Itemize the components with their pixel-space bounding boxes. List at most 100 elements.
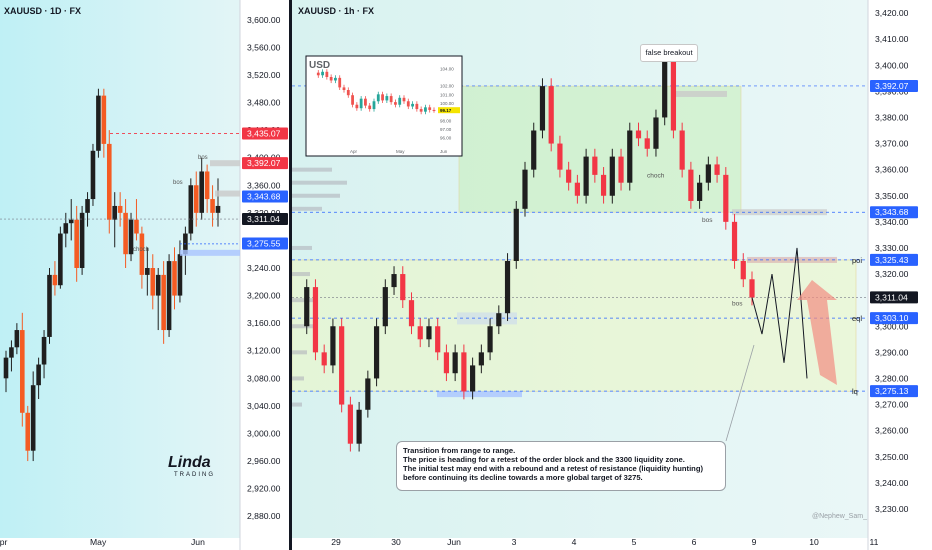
right-candle-body [470, 365, 476, 392]
right-candle-body [714, 164, 720, 175]
right-x-tick-label: 11 [870, 537, 879, 547]
callout-line-3: The initial test may end with a rebound … [403, 464, 703, 473]
volume-profile-bar [292, 193, 340, 198]
watermark: @Nephew_Sam_ [812, 513, 867, 520]
left-price-tag-label: 3,275.55 [247, 238, 281, 248]
bearish-arrow [797, 280, 837, 385]
left-x-tick-label: Apr [0, 537, 8, 547]
right-candle-body [504, 261, 511, 314]
right-candle-body [609, 156, 615, 196]
left-y-tick-label: 3,040.00 [247, 401, 281, 411]
left-candle-body [128, 219, 134, 255]
inset-y-tick: 101.00 [440, 92, 454, 97]
left-price-tag [242, 237, 288, 250]
inset-candle-body [316, 72, 320, 76]
panel-divider[interactable] [289, 0, 292, 550]
right-y-tick-label: 3,300.00 [875, 321, 909, 331]
right-price-tag [870, 312, 918, 325]
left-annotation-bos: bos [173, 180, 183, 186]
right-candle-body [417, 326, 423, 340]
inset-y-tick: 100.00 [440, 101, 454, 106]
inset-candle-body [385, 96, 389, 101]
right-candle-body [531, 130, 537, 170]
right-x-tick-label: 30 [391, 537, 401, 547]
right-price-tag [870, 291, 918, 304]
right-candle-body [347, 404, 353, 444]
right-candle-body [513, 208, 519, 261]
left-candle-body [14, 330, 20, 348]
right-y-tick-label: 3,340.00 [875, 217, 909, 227]
right-candle-body [365, 378, 371, 410]
volume-profile-bar [292, 376, 304, 381]
inset-candle-body [334, 77, 337, 81]
left-zone-3343 [215, 190, 240, 197]
analysis-callout: Transition from range to range. The pric… [396, 441, 726, 491]
right-candle-body [662, 57, 668, 118]
callout-pointer [725, 344, 755, 442]
left-candle-body [139, 233, 145, 275]
left-candle-body [41, 336, 47, 365]
left-candle-body [47, 274, 52, 337]
right-candle-body [697, 182, 703, 201]
right-y-tick-label: 3,410.00 [875, 34, 909, 44]
logo-sub: TRADING [174, 472, 215, 478]
inset-candle-body [368, 105, 372, 110]
left-candle-body [30, 385, 36, 451]
inset-candle-body [424, 107, 427, 112]
inset-x-tick: May [396, 149, 405, 154]
inset-candle-body [428, 107, 432, 110]
right-candle-body [583, 156, 589, 196]
right-candle-body [749, 279, 755, 298]
callout-line-2: The price is heading for a retest of the… [403, 455, 685, 464]
right-candle-body [382, 287, 388, 327]
logo-mark: Linda [168, 454, 211, 471]
left-daily-chart[interactable]: 3,600.003,560.003,520.003,480.003,440.00… [0, 0, 289, 550]
right-candle-body [522, 169, 528, 209]
inset-candle-body [359, 98, 363, 109]
left-candle-body [58, 233, 63, 286]
left-candle-body [85, 199, 90, 213]
left-candle-body [193, 185, 199, 213]
right-candle-body [723, 174, 729, 222]
level-label: eql [852, 314, 862, 323]
left-price-tag [242, 190, 288, 203]
right-y-tick-label: 3,250.00 [875, 452, 909, 462]
right-price-tag-label: 3,325.43 [875, 255, 909, 265]
left-axis-background [240, 0, 289, 550]
left-candle-body [155, 274, 161, 296]
left-x-tick-label: Jun [191, 537, 205, 547]
right-candle-body [321, 352, 327, 366]
right-y-tick-label: 3,370.00 [875, 139, 909, 149]
left-candle-body [96, 95, 101, 151]
volume-profile-bar [292, 206, 322, 211]
left-annotation-bos: bos [198, 155, 208, 161]
right-price-tag [870, 253, 918, 266]
right-candle-body [627, 130, 633, 183]
inset-candle-body [415, 103, 419, 110]
right-candle-body [356, 409, 362, 444]
left-price-tag-label: 3,392.07 [247, 158, 281, 168]
right-candle-body [443, 352, 450, 374]
left-symbol-title: XAUUSD · 1D · FX [4, 6, 81, 16]
left-candle-body [117, 205, 123, 213]
inset-candle-body [419, 109, 423, 112]
inset-candle-body [346, 90, 350, 96]
inset-candle-body [411, 103, 414, 107]
right-candle-body [400, 274, 406, 301]
right-x-tick-label: 10 [809, 537, 819, 547]
left-y-tick-label: 3,160.00 [247, 318, 281, 328]
right-y-tick-label: 3,270.00 [875, 400, 909, 410]
inset-candle-body [381, 94, 384, 101]
left-candle-body [20, 330, 25, 413]
left-candle-body [90, 150, 96, 200]
left-price-tag [242, 213, 288, 226]
right-y-tick-label: 3,360.00 [875, 165, 909, 175]
inset-candle-body [406, 101, 410, 107]
left-price-tag [242, 157, 288, 170]
right-candle-body [496, 313, 502, 327]
right-x-tick-label: 29 [331, 537, 341, 547]
right-candle-body [408, 300, 415, 327]
inset-candle-body [338, 77, 342, 88]
right-price-tag-label: 3,343.68 [875, 207, 909, 217]
